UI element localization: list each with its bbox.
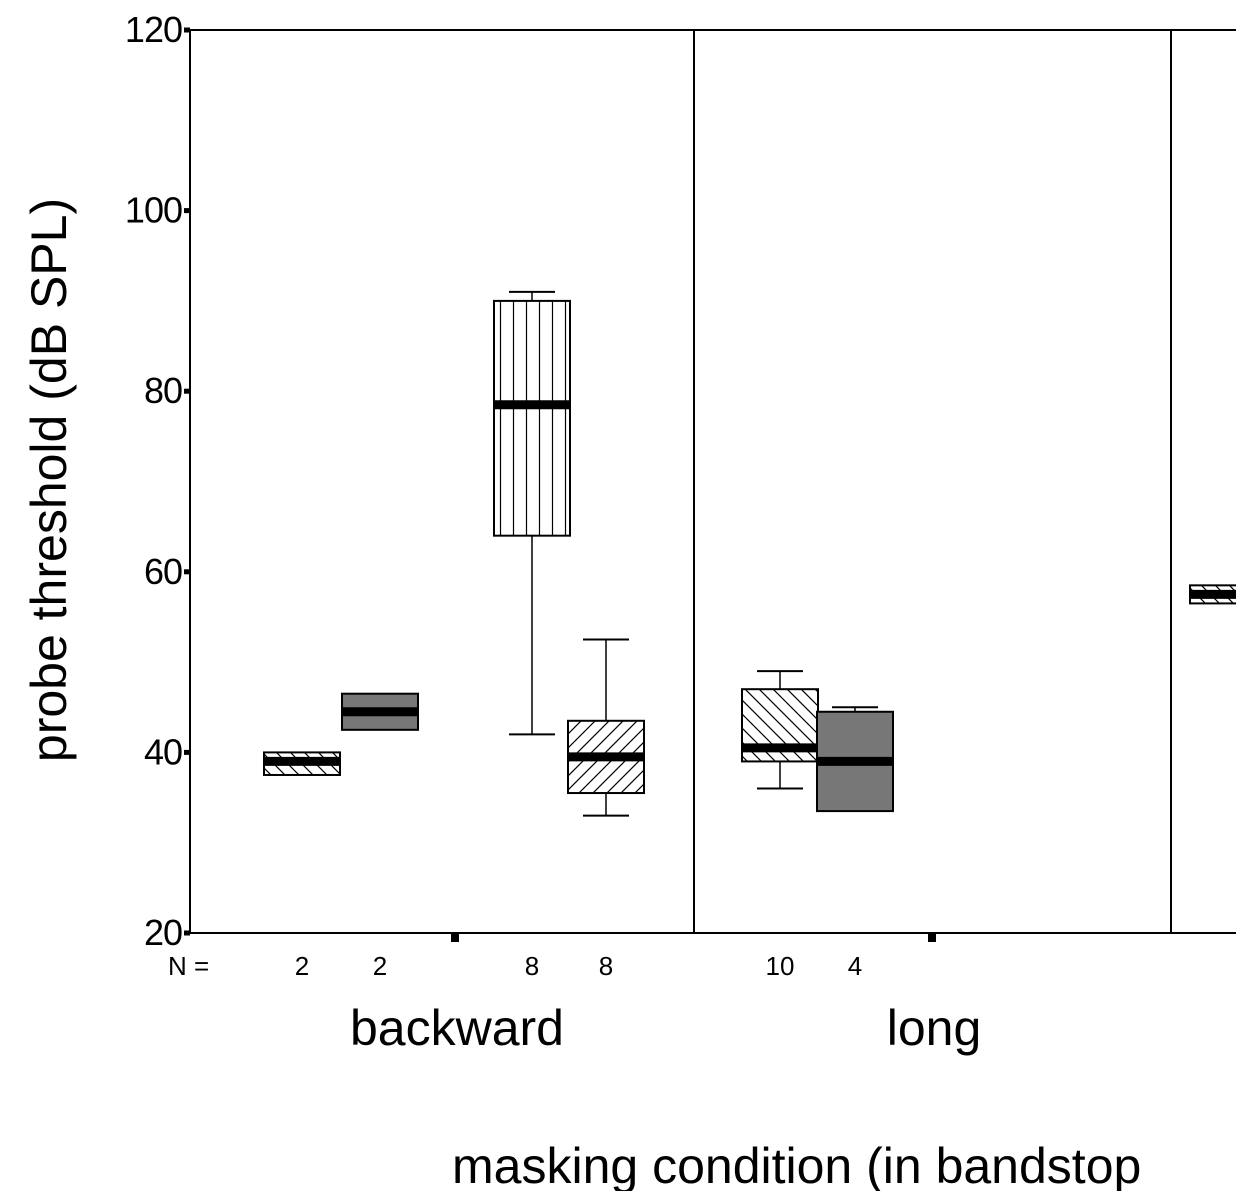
x-axis-title: masking condition (in bandstop <box>452 1138 1141 1191</box>
y-tick-label: 60 <box>144 551 182 592</box>
n-count-label: 10 <box>766 951 795 981</box>
n-prefix-label: N = <box>168 951 209 981</box>
y-tick-label: 120 <box>125 9 182 50</box>
n-count-label: 4 <box>848 951 862 981</box>
x-group-tick-mark <box>451 934 459 942</box>
n-count-label: 8 <box>525 951 539 981</box>
y-tick-mark <box>184 389 190 394</box>
n-count-label: 8 <box>599 951 613 981</box>
y-tick-mark <box>184 931 190 936</box>
y-tick-mark <box>184 28 190 33</box>
y-tick-label: 20 <box>144 912 182 953</box>
x-group-tick-mark <box>928 934 936 942</box>
box-iqr <box>494 301 570 536</box>
y-tick-label: 100 <box>125 190 182 231</box>
y-tick-mark <box>184 750 190 755</box>
n-count-label: 2 <box>295 951 309 981</box>
y-tick-mark <box>184 208 190 213</box>
x-group-label: long <box>887 1000 982 1056</box>
y-axis-title: probe threshold (dB SPL) <box>21 198 77 762</box>
y-tick-label: 80 <box>144 370 182 411</box>
n-count-label: 2 <box>373 951 387 981</box>
y-tick-mark <box>184 569 190 574</box>
y-tick-label: 40 <box>144 731 182 772</box>
x-group-label: backward <box>350 1000 564 1056</box>
